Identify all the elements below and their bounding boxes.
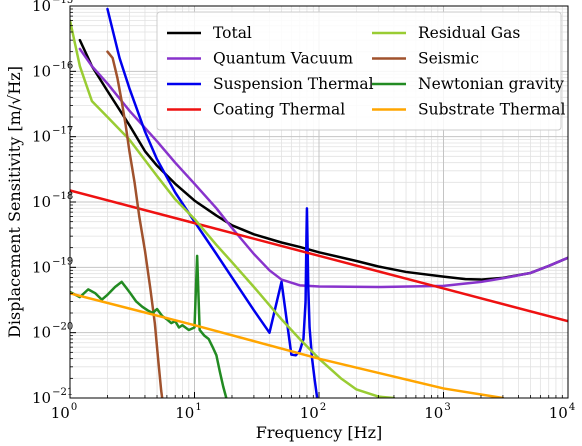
y-tick-label: 10−17 xyxy=(32,126,73,146)
y-tick-label-exponent: −20 xyxy=(52,322,73,333)
y-tick-label-exponent: −21 xyxy=(52,387,73,398)
legend-label-coating-thermal: Coating Thermal xyxy=(213,101,345,119)
x-tick-label: 103 xyxy=(424,402,450,422)
x-tick-label: 100 xyxy=(51,402,77,422)
x-tick-label-exponent: 1 xyxy=(195,402,201,413)
legend-label-quantum-vacuum: Quantum Vacuum xyxy=(213,50,353,68)
series-line-suspension-thermal xyxy=(106,7,319,398)
legend-label-residual-gas: Residual Gas xyxy=(418,24,520,42)
x-tick-label: 102 xyxy=(300,402,326,422)
y-tick-label: 10−20 xyxy=(32,322,73,342)
legend-label-substrate-thermal: Substrate Thermal xyxy=(418,101,566,119)
y-tick-label-exponent: −19 xyxy=(52,256,73,267)
y-tick-label-exponent: −16 xyxy=(52,60,73,71)
y-tick-label-exponent: −18 xyxy=(52,191,73,202)
x-axis-label: Frequency [Hz] xyxy=(256,423,383,442)
legend-label-newtonian-gravity: Newtonian gravity xyxy=(418,75,564,93)
axis-ticks xyxy=(69,5,569,399)
series-line-seismic xyxy=(106,50,164,398)
series-line-substrate-thermal xyxy=(70,292,505,398)
legend-box xyxy=(156,11,562,131)
x-tick-labels: 100 101 102 103 104 xyxy=(51,402,575,422)
y-tick-label-exponent: −15 xyxy=(52,0,73,6)
legend: Total Quantum Vacuum Suspension Thermal Coa… xyxy=(156,11,566,131)
series-group xyxy=(70,7,568,398)
y-axis-label: Displacement Sensitivity [m/√Hz] xyxy=(5,66,24,338)
y-tick-label: 10−19 xyxy=(32,256,73,276)
x-tick-label-exponent: 0 xyxy=(71,402,77,413)
x-tick-label: 104 xyxy=(549,402,575,422)
y-tick-label: 10−18 xyxy=(32,191,73,211)
series-line-quantum-vacuum xyxy=(78,47,568,289)
series-line-coating-thermal xyxy=(70,189,568,323)
y-tick-label-exponent: −17 xyxy=(52,126,73,137)
y-tick-label: 10−16 xyxy=(32,60,73,80)
y-tick-label: 10−15 xyxy=(32,0,73,15)
legend-label-seismic: Seismic xyxy=(418,50,479,68)
x-tick-label: 101 xyxy=(175,402,201,422)
x-tick-label-exponent: 4 xyxy=(569,402,575,413)
legend-label-total: Total xyxy=(213,24,252,42)
series-line-total xyxy=(78,38,568,281)
x-tick-label-exponent: 3 xyxy=(444,402,450,413)
series-line-residual-gas xyxy=(70,19,396,398)
x-tick-label-exponent: 2 xyxy=(320,402,326,413)
legend-label-suspension-thermal: Suspension Thermal xyxy=(213,75,374,93)
